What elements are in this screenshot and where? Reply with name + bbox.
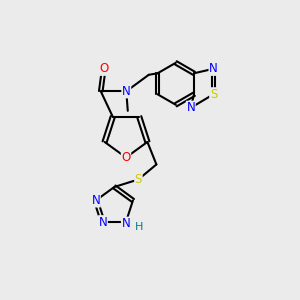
Text: O: O: [122, 151, 130, 164]
Text: H: H: [135, 222, 143, 232]
Text: N: N: [92, 194, 100, 207]
Text: N: N: [209, 62, 218, 75]
Text: N: N: [99, 216, 107, 229]
Text: N: N: [122, 85, 130, 98]
Text: N: N: [186, 101, 195, 114]
Text: O: O: [99, 62, 108, 75]
Text: N: N: [122, 217, 130, 230]
Text: S: S: [135, 173, 142, 186]
Text: S: S: [210, 88, 217, 101]
